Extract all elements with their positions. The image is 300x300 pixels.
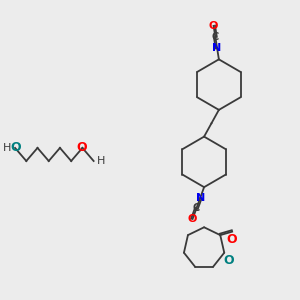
Text: O: O xyxy=(76,141,87,154)
Text: O: O xyxy=(188,214,197,224)
Text: N: N xyxy=(196,193,205,203)
Text: O: O xyxy=(224,254,234,267)
Text: C: C xyxy=(212,32,219,42)
Text: H: H xyxy=(3,143,11,153)
Text: C: C xyxy=(193,203,200,213)
Text: O: O xyxy=(10,141,21,154)
Text: N: N xyxy=(212,43,222,53)
Text: O: O xyxy=(209,21,218,31)
Text: O: O xyxy=(227,233,238,246)
Text: H: H xyxy=(97,156,106,166)
